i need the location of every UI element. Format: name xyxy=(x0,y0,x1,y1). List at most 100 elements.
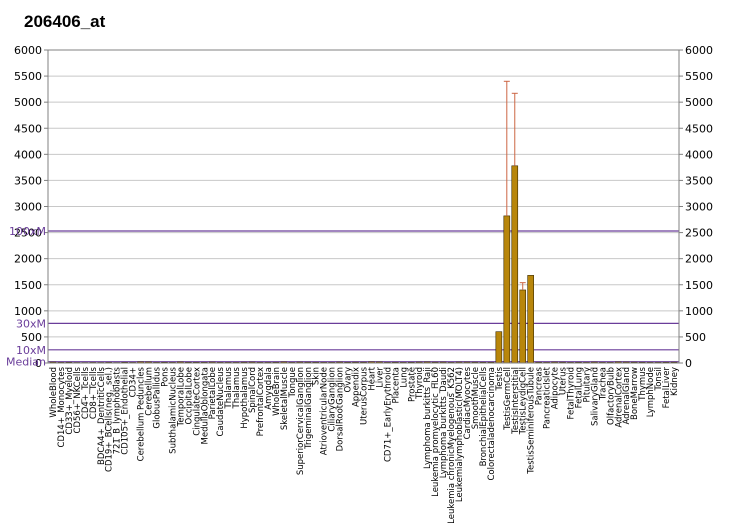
x-tick-label: CD4+_Tcells xyxy=(81,366,91,419)
x-tick-label: TestisGermCell xyxy=(503,367,513,431)
x-tick-label: Heart xyxy=(367,366,377,390)
x-tick-label: Tongue xyxy=(288,367,298,398)
x-tick-label: CiliaryGanglion xyxy=(328,367,338,432)
y-tick-label-left: 2500 xyxy=(14,227,42,240)
x-tick-label: Amygdala xyxy=(264,367,274,410)
reference-lines xyxy=(48,230,679,363)
x-tick-label: SpinalCord xyxy=(248,367,258,413)
x-tick-label: 721_B_lymphoblasts xyxy=(113,366,123,454)
bar xyxy=(519,289,527,364)
x-tick-label: Thalamus xyxy=(232,366,242,409)
y-tick-label-left: 6000 xyxy=(14,44,42,57)
x-tick-label: CingulateCortex xyxy=(192,367,202,436)
x-tick-label: Testis xyxy=(495,366,505,391)
y-tick-label-right: 4500 xyxy=(685,122,713,135)
y-tick-label-left: 2000 xyxy=(14,253,42,266)
x-tick-label: CD34+ xyxy=(129,367,139,397)
x-tick-label: MedullaOblongata xyxy=(200,367,210,444)
x-tick-label: SmoothMuscle xyxy=(471,367,481,429)
bar xyxy=(503,215,511,364)
y-tick-label-right: 500 xyxy=(685,331,706,344)
reference-line-label: 10xM xyxy=(16,344,46,357)
x-tick-label: FetalThyroid xyxy=(567,367,577,419)
x-tick-label: TemporalLobe xyxy=(176,367,186,427)
y-tick-label-right: 2000 xyxy=(685,253,713,266)
y-tick-label-right: 1000 xyxy=(685,305,713,318)
reference-line-label: Median xyxy=(6,356,46,369)
x-tick-label: Placenta xyxy=(391,367,401,404)
bar xyxy=(495,331,503,364)
x-tick-label: Cerebellum xyxy=(145,367,155,416)
x-tick-label: LymphNode xyxy=(646,367,656,417)
y-tick-label-right: 5500 xyxy=(685,70,713,83)
x-tick-label: BronchialEpithelialCells xyxy=(479,366,489,466)
y-tick-label-left: 5000 xyxy=(14,96,42,109)
y-tick-label-left: 3500 xyxy=(14,174,42,187)
x-tick-label: GlobusPallidus xyxy=(153,366,163,428)
x-tick-label: CD71+_EarlyErythroid xyxy=(383,367,393,462)
bar xyxy=(511,165,519,364)
y-tick-label-left: 1500 xyxy=(14,279,42,292)
x-tick-label: Adipocyte xyxy=(551,367,561,409)
x-tick-label: CD19+_BCells(neg._sel.) xyxy=(105,367,115,472)
x-tick-label: CaudateNucleus xyxy=(216,366,226,436)
x-tick-label: PancreaticIslet xyxy=(543,366,553,429)
x-tick-label: FetalLung xyxy=(574,367,584,408)
x-tick-label: Uterus xyxy=(559,366,569,395)
x-tick-label: TestisLeydigCell xyxy=(519,367,529,435)
x-tick-label: CardiacMyocytes xyxy=(463,366,473,439)
x-tick-label: SubthalamicNucleus xyxy=(168,366,178,453)
x-tick-label: CD105+_Endothelial xyxy=(121,367,131,455)
x-tick-label: Skin xyxy=(312,367,322,385)
x-tick-label: WholeBrain xyxy=(272,367,282,416)
x-tick-label: CD33+_Myeloid xyxy=(65,367,75,435)
y-tick-label-left: 5500 xyxy=(14,70,42,83)
x-tick-label: Colorectaladenocarcinoma xyxy=(487,367,497,481)
x-tick-label: Lymphoma burkitts_Daudi xyxy=(439,367,449,478)
x-tick-label: AtrioventricularNode xyxy=(320,367,330,455)
x-axis-category-labels: WholeBloodCD14+_MonocytesCD33+_MyeloidCD… xyxy=(49,366,680,523)
x-tick-label: Ovary xyxy=(344,367,354,392)
x-tick-label: UterusCorpus xyxy=(360,366,370,425)
x-tick-label: CD56+_NKCells xyxy=(73,366,83,433)
y-tick-label-left: 3000 xyxy=(14,201,42,214)
bars xyxy=(49,165,678,364)
x-tick-label: Tonsil xyxy=(654,367,664,392)
y-tick-label-left: 4000 xyxy=(14,148,42,161)
x-tick-label: Kidney xyxy=(670,367,680,396)
x-tick-label: Prostate xyxy=(407,367,417,402)
x-tick-label: Leukemia chronicMyelogenous_K562 xyxy=(447,367,457,524)
x-tick-label: BoneMarrow xyxy=(630,367,640,420)
x-tick-label: Thalamus xyxy=(224,366,234,409)
x-tick-label: Thymus xyxy=(638,366,648,401)
y-tick-label-left: 500 xyxy=(21,331,42,344)
x-tick-label: Pons xyxy=(160,366,170,386)
x-tick-label: TrigeminalGanglion xyxy=(304,367,314,450)
y-tick-label-right: 4000 xyxy=(685,148,713,161)
x-tick-label: Lymphoma burkitts_Raji xyxy=(423,367,433,469)
x-tick-label: SkeletalMuscle xyxy=(280,367,290,430)
x-tick-label: Leukemia promyelocytic_HL60 xyxy=(431,367,441,497)
y-tick-label-left: 4500 xyxy=(14,122,42,135)
y-tick-label-right: 0 xyxy=(685,357,692,370)
bar xyxy=(527,275,534,364)
y-tick-label-right: 3000 xyxy=(685,201,713,214)
y-tick-label-right: 6000 xyxy=(685,44,713,57)
grid-lines xyxy=(48,49,679,364)
y-tick-label-right: 5000 xyxy=(685,96,713,109)
x-tick-label: OlfactoryBulb xyxy=(606,367,616,425)
x-tick-label: Pituitary xyxy=(582,367,592,402)
reference-line-label: 100xM xyxy=(9,225,46,238)
y-tick-label-left: 1000 xyxy=(14,305,42,318)
x-tick-label: DorsalRootGanglion xyxy=(336,367,346,451)
x-tick-label: PrefrontalCortex xyxy=(256,367,266,436)
x-tick-label: Liver xyxy=(375,367,385,388)
y-tick-label-right: 2500 xyxy=(685,227,713,240)
y-tick-label-right: 3500 xyxy=(685,174,713,187)
x-tick-label: Appendix xyxy=(352,367,362,407)
x-tick-label: Lung xyxy=(399,367,409,388)
x-tick-label: Thyroid xyxy=(415,367,425,400)
x-tick-label: OccipitalLobe xyxy=(184,367,194,424)
x-tick-label: Leukemialymphoblastic(MOLT4) xyxy=(455,367,465,502)
